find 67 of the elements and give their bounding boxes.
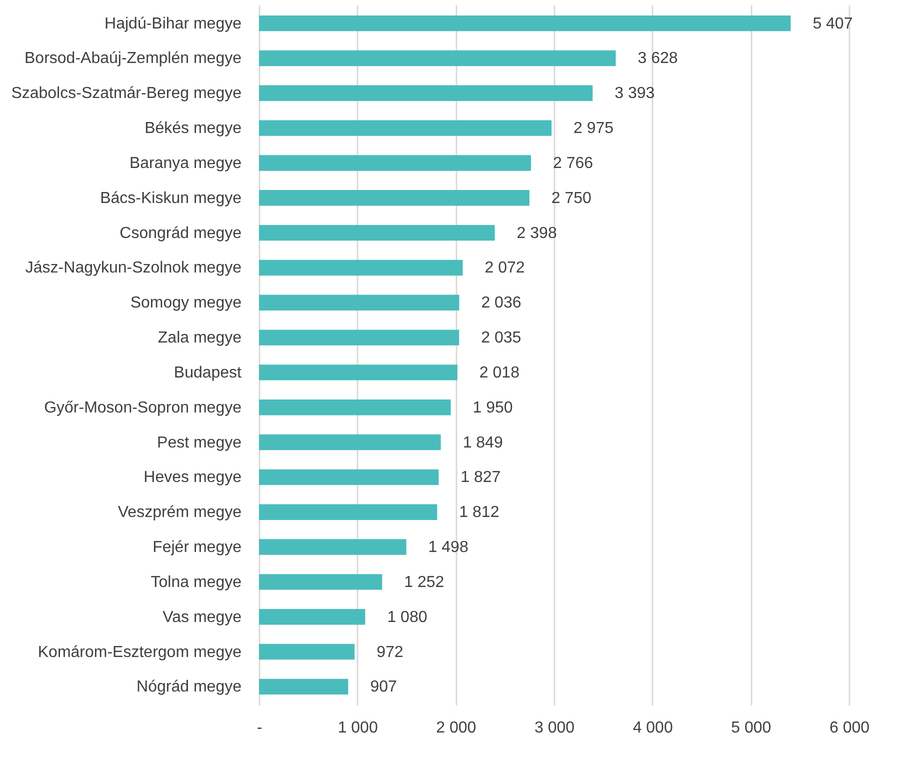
data-label: 1 080	[387, 608, 428, 626]
bar	[259, 85, 593, 102]
x-tick-label: -	[256, 720, 262, 736]
data-label: 972	[376, 644, 404, 661]
bar	[259, 539, 406, 555]
bar	[259, 434, 441, 450]
data-label: 2 975	[574, 120, 614, 138]
bar	[259, 608, 366, 625]
bar	[259, 504, 438, 520]
x-tick-label: 5 000	[731, 720, 772, 736]
y-tick-label: Nógrád megye	[136, 678, 242, 696]
y-tick-label: Fejér megye	[152, 539, 242, 556]
data-label: 1 252	[404, 574, 444, 591]
x-tick-label: 6 000	[829, 720, 870, 736]
bar	[259, 155, 531, 171]
data-label: 1 812	[459, 504, 500, 522]
data-label: 2 035	[481, 330, 522, 347]
y-tick-label: Tolna megye	[150, 574, 242, 591]
y-tick-label: Jász-Nagykun-Szolnok megye	[25, 260, 242, 277]
bar	[259, 678, 348, 695]
y-tick-label: Komárom-Esztergom megye	[38, 644, 242, 661]
bar	[259, 190, 530, 206]
data-label: 5 407	[812, 15, 853, 32]
bar	[259, 294, 460, 310]
bar	[259, 224, 495, 241]
bar	[259, 15, 791, 32]
data-label: 1 498	[428, 539, 468, 556]
data-label: 1 827	[460, 469, 501, 486]
bar	[259, 260, 463, 276]
bar	[259, 120, 552, 136]
y-tick-label: Budapest	[174, 364, 242, 382]
y-tick-label: Békés megye	[144, 120, 242, 138]
data-label: 2 072	[484, 260, 525, 277]
y-tick-label: Heves megye	[144, 469, 242, 486]
data-label: 907	[370, 678, 397, 696]
y-tick-label: Győr-Moson-Sopron megye	[44, 399, 242, 416]
bar	[259, 330, 460, 346]
y-tick-label: Szabolcs-Szatmár-Bereg megye	[11, 85, 242, 102]
y-tick-label: Csongrád megye	[120, 224, 242, 242]
x-tick-label: 2 000	[436, 720, 476, 736]
x-tick-label: 1 000	[338, 720, 378, 736]
bar	[259, 400, 451, 416]
y-tick-label: Somogy megye	[130, 294, 242, 312]
y-tick-label: Hajdú-Bihar megye	[104, 15, 242, 32]
y-tick-label: Pest megye	[157, 434, 242, 452]
bar	[259, 574, 382, 590]
y-tick-label: Zala megye	[158, 330, 242, 347]
data-label: 3 628	[638, 50, 678, 68]
y-tick-label: Vas megye	[162, 608, 242, 626]
y-tick-label: Baranya megye	[129, 154, 242, 172]
bar	[259, 50, 616, 66]
x-tick-label: 3 000	[534, 720, 575, 736]
data-label: 1 849	[462, 434, 503, 452]
bar	[259, 644, 355, 660]
x-tick-label: 4 000	[632, 720, 673, 736]
data-label: 3 393	[614, 85, 655, 102]
data-label: 2 036	[481, 294, 522, 312]
data-label: 1 950	[472, 399, 513, 416]
data-label: 2 766	[552, 154, 594, 172]
y-tick-label: Borsod-Abaúj-Zemplén megye	[24, 50, 242, 68]
data-label: 2 018	[479, 364, 520, 382]
y-tick-label: Bács-Kiskun megye	[100, 190, 242, 207]
data-label: 2 750	[551, 190, 592, 207]
bar	[259, 364, 458, 380]
bar	[259, 469, 439, 486]
data-label: 2 398	[516, 224, 557, 242]
y-tick-label: Veszprém megye	[118, 504, 242, 522]
